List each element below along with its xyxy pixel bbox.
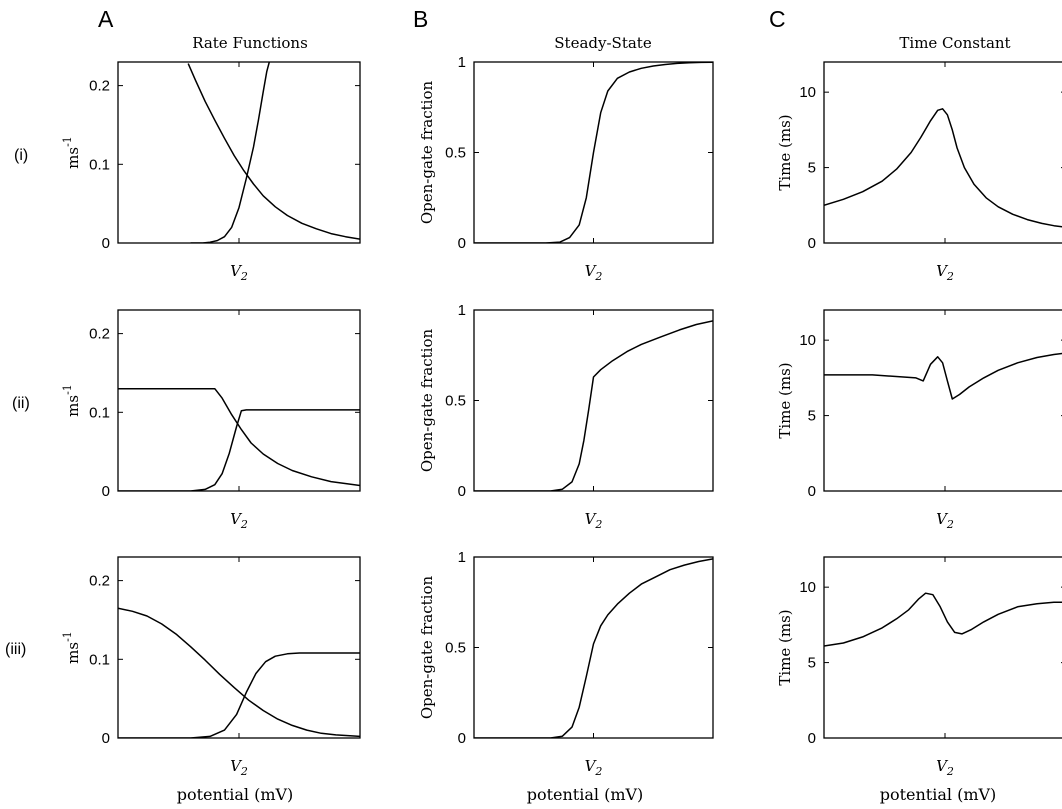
panel-b-ii: 0 0.5 1 V2 Open-gate fraction bbox=[418, 302, 714, 531]
y-tick-label: 1 bbox=[458, 302, 466, 319]
x-tick-label: V2 bbox=[230, 510, 248, 531]
series-line-1 bbox=[474, 320, 713, 491]
y-axis-label: Time (ms) bbox=[776, 609, 794, 685]
y-tick-label: 0.5 bbox=[445, 145, 466, 162]
x-tick-label: V2 bbox=[230, 262, 248, 283]
panel-a-ii: 0 0.1 0.2 V2 ms-1 bbox=[61, 309, 361, 531]
plot-frame bbox=[473, 556, 714, 739]
y-tick-label: 0.5 bbox=[445, 640, 466, 657]
plot-frame bbox=[117, 309, 361, 492]
x-tick-label: V2 bbox=[585, 510, 603, 531]
column-title-b: Steady-State bbox=[554, 34, 652, 52]
column-title-c: Time Constant bbox=[899, 34, 1010, 52]
series-line-1 bbox=[187, 63, 360, 240]
column-letter-a: A bbox=[98, 6, 114, 32]
x-axis-title-c: potential (mV) bbox=[880, 785, 997, 804]
y-tick-label: 0.2 bbox=[89, 78, 110, 95]
x-tick-label: V2 bbox=[936, 757, 954, 778]
column-headers: A Rate Functions B Steady-State C Time C… bbox=[98, 6, 1011, 52]
plot-frame bbox=[823, 61, 1062, 244]
x-axis-titles: potential (mV) potential (mV) potential … bbox=[177, 785, 997, 804]
row-label-i: (i) bbox=[14, 147, 28, 164]
series-line-1 bbox=[474, 558, 713, 738]
series-line-1 bbox=[118, 387, 360, 487]
series-line-1 bbox=[824, 108, 1062, 228]
series-line-1 bbox=[824, 592, 1062, 647]
plot-frame bbox=[473, 309, 714, 492]
y-tick-label: 1 bbox=[458, 549, 466, 566]
y-axis-label: ms-1 bbox=[61, 631, 82, 664]
y-tick-label: 0 bbox=[808, 235, 816, 252]
x-tick-label: V2 bbox=[936, 262, 954, 283]
plot-frame bbox=[823, 556, 1062, 739]
y-tick-label: 1 bbox=[458, 54, 466, 71]
y-tick-label: 0.1 bbox=[89, 156, 110, 173]
x-tick-label: V2 bbox=[230, 757, 248, 778]
panel-b-i: 0 0.5 1 V2 Open-gate fraction bbox=[418, 54, 714, 283]
row-labels: (i) (ii) (iii) bbox=[5, 147, 30, 658]
y-tick-label: 10 bbox=[799, 84, 816, 101]
y-tick-label: 0.1 bbox=[89, 404, 110, 421]
x-tick-label: V2 bbox=[585, 262, 603, 283]
series-line-2 bbox=[190, 62, 271, 243]
y-axis-label: ms-1 bbox=[61, 136, 82, 169]
y-tick-label: 0.1 bbox=[89, 651, 110, 668]
y-tick-label: 0 bbox=[808, 483, 816, 500]
y-tick-label: 0 bbox=[458, 235, 466, 252]
series-line-1 bbox=[474, 62, 713, 243]
y-tick-label: 0 bbox=[102, 483, 110, 500]
plot-frame bbox=[117, 556, 361, 739]
y-tick-label: 10 bbox=[799, 579, 816, 596]
column-title-a: Rate Functions bbox=[192, 34, 308, 52]
plot-frame bbox=[823, 309, 1062, 492]
x-tick-label: V2 bbox=[585, 757, 603, 778]
x-tick-label: V2 bbox=[936, 510, 954, 531]
series-line-2 bbox=[118, 652, 360, 738]
y-tick-label: 10 bbox=[799, 332, 816, 349]
y-axis-label: ms-1 bbox=[61, 384, 82, 417]
panel-c-ii: 0 5 10 V2 Time (ms) bbox=[776, 309, 1062, 531]
column-letter-c: C bbox=[769, 6, 786, 32]
x-axis-title-a: potential (mV) bbox=[177, 785, 294, 804]
row-label-ii: (ii) bbox=[12, 395, 30, 412]
y-tick-label: 0.2 bbox=[89, 326, 110, 343]
column-letter-b: B bbox=[413, 6, 428, 32]
y-tick-label: 0 bbox=[102, 730, 110, 747]
y-tick-label: 0 bbox=[458, 730, 466, 747]
y-axis-label: Open-gate fraction bbox=[418, 329, 436, 473]
panel-b-iii: 0 0.5 1 V2 Open-gate fraction bbox=[418, 549, 714, 778]
plot-frame bbox=[473, 61, 714, 244]
series-line-1 bbox=[118, 607, 360, 738]
y-tick-label: 0 bbox=[808, 730, 816, 747]
x-axis-title-b: potential (mV) bbox=[527, 785, 644, 804]
series-line-2 bbox=[118, 409, 360, 491]
y-axis-label: Open-gate fraction bbox=[418, 576, 436, 720]
series-line-1 bbox=[824, 352, 1062, 400]
panel-a-iii: 0 0.1 0.2 V2 ms-1 bbox=[61, 556, 361, 778]
panel-a-i: 0 0.1 0.2 V2 ms-1 bbox=[61, 61, 361, 283]
y-axis-label: Time (ms) bbox=[776, 114, 794, 190]
plot-frame bbox=[117, 61, 361, 244]
y-axis-label: Time (ms) bbox=[776, 362, 794, 438]
y-tick-label: 5 bbox=[808, 655, 816, 672]
y-tick-label: 0 bbox=[458, 483, 466, 500]
y-tick-label: 0.5 bbox=[445, 393, 466, 410]
y-tick-label: 5 bbox=[808, 160, 816, 177]
y-axis-label: Open-gate fraction bbox=[418, 81, 436, 225]
y-tick-label: 5 bbox=[808, 408, 816, 425]
panel-c-iii: 0 5 10 V2 Time (ms) bbox=[776, 556, 1062, 778]
y-tick-label: 0 bbox=[102, 235, 110, 252]
row-label-iii: (iii) bbox=[5, 641, 26, 658]
panels: 0 0.1 0.2 V2 ms-1 0 0.5 1 V2 Open-gate fraction 0 5… bbox=[61, 54, 1062, 778]
panel-c-i: 0 5 10 V2 Time (ms) bbox=[776, 61, 1062, 283]
y-tick-label: 0.2 bbox=[89, 573, 110, 590]
